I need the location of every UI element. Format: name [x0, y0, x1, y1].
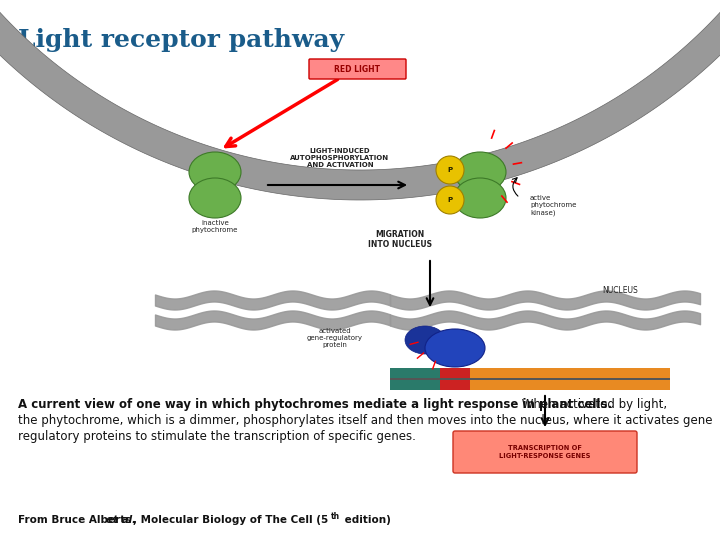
Ellipse shape — [189, 178, 241, 218]
Text: A current view of one way in which phytochromes mediate a light response in plan: A current view of one way in which phyto… — [18, 398, 696, 411]
Polygon shape — [468, 184, 492, 186]
Text: P: P — [447, 167, 453, 173]
Bar — [390, 380, 440, 390]
Text: edition): edition) — [341, 515, 391, 525]
Ellipse shape — [189, 152, 241, 192]
Bar — [470, 380, 670, 390]
Ellipse shape — [405, 326, 445, 354]
Text: From Bruce Alberts: From Bruce Alberts — [18, 515, 135, 525]
Text: regulatory proteins to stimulate the transcription of specific genes.: regulatory proteins to stimulate the tra… — [18, 430, 416, 443]
Circle shape — [436, 156, 464, 184]
Text: MIGRATION
INTO NUCLEUS: MIGRATION INTO NUCLEUS — [368, 230, 432, 249]
Ellipse shape — [425, 329, 485, 367]
Polygon shape — [203, 184, 227, 186]
Text: TRANSCRIPTION OF
LIGHT-RESPONSE GENES: TRANSCRIPTION OF LIGHT-RESPONSE GENES — [499, 446, 590, 458]
Text: When activated by light,: When activated by light, — [518, 398, 667, 411]
Text: NUCLEUS: NUCLEUS — [602, 286, 638, 295]
Bar — [470, 368, 670, 378]
Text: P: P — [447, 197, 453, 203]
Text: RED LIGHT: RED LIGHT — [334, 64, 380, 73]
Text: , Molecular Biology of The Cell (5: , Molecular Biology of The Cell (5 — [133, 515, 328, 525]
Bar — [390, 378, 670, 380]
Bar — [440, 380, 470, 390]
Text: th: th — [331, 512, 340, 521]
FancyBboxPatch shape — [453, 431, 637, 473]
Bar — [440, 368, 470, 378]
Text: A current view of one way in which phytochromes mediate a light response in plan: A current view of one way in which phyto… — [18, 398, 612, 411]
Text: the phytochrome, which is a dimmer, phosphorylates itself and then moves into th: the phytochrome, which is a dimmer, phos… — [18, 414, 713, 427]
Text: inactive
phytochrome: inactive phytochrome — [192, 220, 238, 233]
Text: activated
gene-regulatory
protein: activated gene-regulatory protein — [307, 328, 363, 348]
Circle shape — [436, 186, 464, 214]
Text: LIGHT-INDUCED
AUTOPHOSPHORYLATION
AND ACTIVATION: LIGHT-INDUCED AUTOPHOSPHORYLATION AND AC… — [290, 148, 390, 168]
Bar — [390, 368, 440, 378]
Text: active
phytochrome
kinase): active phytochrome kinase) — [530, 195, 577, 215]
Ellipse shape — [454, 178, 506, 218]
Text: et al.: et al. — [106, 515, 136, 525]
Ellipse shape — [454, 152, 506, 192]
Polygon shape — [0, 0, 720, 200]
FancyBboxPatch shape — [309, 59, 406, 79]
Text: Light receptor pathway: Light receptor pathway — [18, 28, 344, 52]
